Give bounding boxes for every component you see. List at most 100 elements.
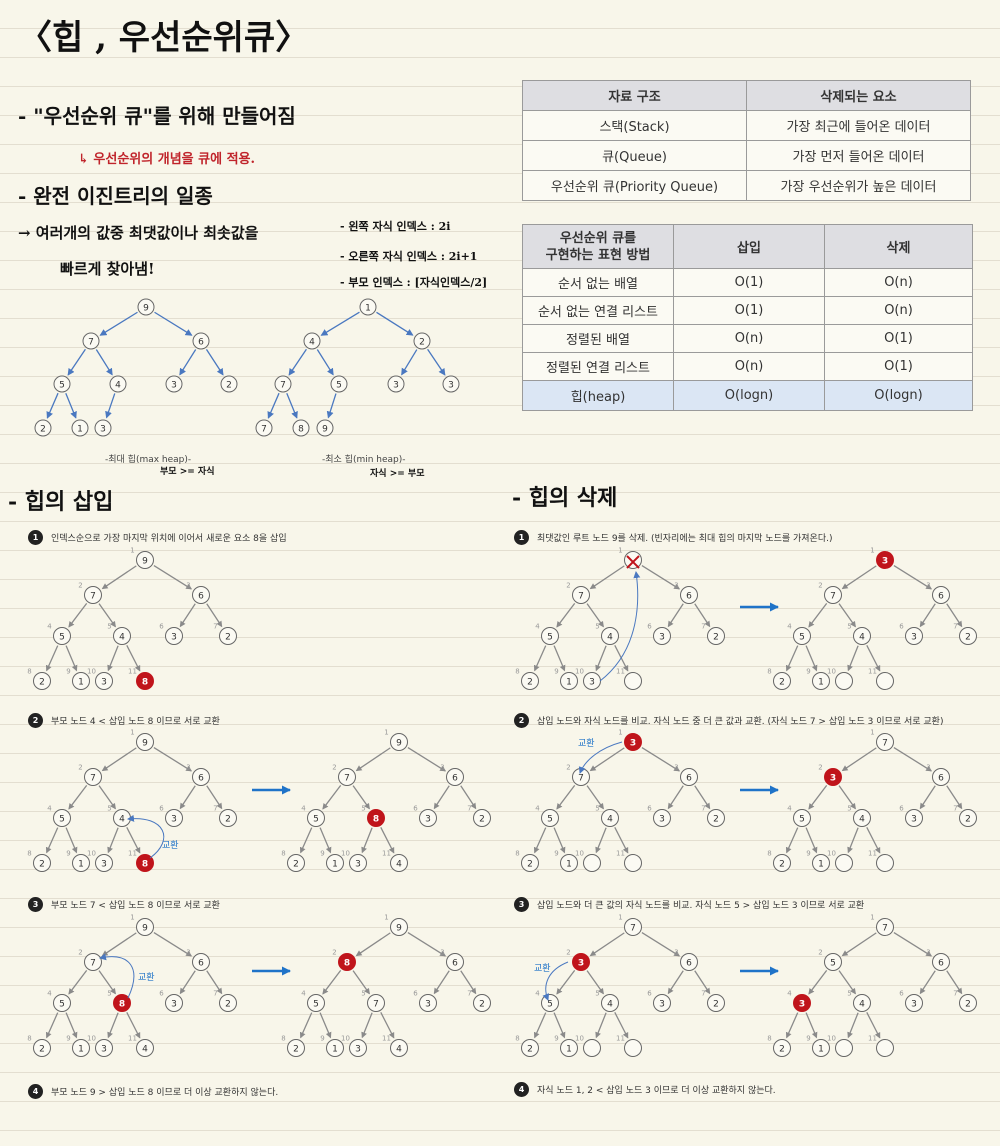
node-value: 4 [859, 1000, 865, 1010]
tree-node [109, 375, 127, 393]
tree-node [905, 994, 923, 1012]
tree-node [82, 332, 100, 350]
tree-edge [67, 348, 86, 376]
tree-edge [641, 932, 681, 957]
node-index: 3 [674, 949, 678, 957]
tree-node [541, 627, 559, 645]
tree-node [442, 375, 460, 393]
tree-node [349, 854, 367, 872]
node-value: 5 [799, 815, 805, 825]
tree-node [521, 1039, 539, 1057]
node-index: 9 [554, 850, 558, 858]
step-text: 최댓값인 루트 노드 9를 삭제. (빈자리에는 최대 힙의 마지막 노드를 가… [537, 534, 833, 544]
tree-edge [319, 1012, 332, 1039]
tree-node [349, 1039, 367, 1057]
tree-edge [893, 565, 933, 590]
tree-edge [126, 827, 141, 854]
max-heap-note: 부모 >= 자식 [160, 467, 215, 477]
tree-node [33, 672, 51, 690]
node-index: 5 [595, 990, 599, 998]
node-index: 6 [159, 623, 164, 631]
tree-edge [533, 645, 547, 672]
tree-edge [99, 311, 138, 336]
node-index: 8 [515, 1035, 519, 1043]
node-index: 6 [899, 805, 904, 813]
node-index: 4 [535, 990, 540, 998]
node-index: 7 [213, 623, 217, 631]
highlight-node [793, 994, 811, 1012]
node-value: 4 [859, 815, 865, 825]
tree-edge [352, 970, 370, 995]
node-value: 1 [78, 1045, 84, 1055]
node-value: 1 [78, 678, 84, 688]
node-value: 7 [578, 592, 584, 602]
node-value: 1 [332, 860, 338, 870]
tree-node [773, 1039, 791, 1057]
node-index: 7 [953, 623, 957, 631]
node-index: 4 [47, 623, 52, 631]
node-value: 2 [527, 1045, 533, 1055]
tree-edge [694, 785, 711, 810]
node-index: 10 [827, 850, 836, 858]
node-index: 3 [674, 764, 678, 772]
swap-label: 교환 [534, 962, 551, 974]
node-index: 9 [66, 850, 70, 858]
node-value: 6 [686, 592, 692, 602]
tree-edge [946, 785, 963, 810]
tree-edge [553, 827, 566, 854]
note-find-fast: 빠르게 찾아냄! [60, 260, 155, 278]
node-value: 2 [713, 633, 719, 643]
node-value: 9 [322, 425, 328, 435]
tree-node [601, 809, 619, 827]
node-index: 7 [467, 990, 471, 998]
tree-node [95, 1039, 113, 1057]
tree-edge [101, 932, 137, 957]
node-value: 6 [938, 774, 944, 784]
node-index: 2 [78, 764, 82, 772]
node-value: 1 [332, 1045, 338, 1055]
tree-node [287, 854, 305, 872]
node-value: 4 [119, 633, 125, 643]
tree-node [95, 672, 113, 690]
node-value: 5 [547, 633, 553, 643]
node-index: 6 [159, 990, 164, 998]
node-value: 3 [101, 1045, 107, 1055]
tree-edge [694, 970, 711, 995]
tree-edge [95, 349, 113, 376]
tree-node [33, 1039, 51, 1057]
tree-edge [299, 1012, 313, 1039]
node-value: 6 [198, 338, 204, 348]
table2-cell: O(n) [673, 324, 825, 353]
node-value: 3 [101, 678, 107, 688]
note-complete-binary-tree: - 완전 이진트리의 일종 [18, 184, 213, 208]
tree-edge [667, 970, 684, 995]
tree-edge [376, 311, 414, 336]
node-value: 5 [313, 815, 319, 825]
tree-edge [206, 603, 223, 628]
tree-edge [326, 393, 337, 419]
node-value: 9 [142, 739, 148, 749]
node-value: 8 [142, 678, 148, 688]
tree-edge [586, 785, 604, 810]
node-value: 2 [293, 860, 299, 870]
node-index: 6 [159, 805, 164, 813]
step-number-badge: 1 [514, 530, 529, 545]
table2-cell: O(1) [824, 324, 973, 353]
node-value: 2 [39, 678, 45, 688]
node-value: 4 [859, 633, 865, 643]
node-index: 6 [899, 623, 904, 631]
node-index: 1 [130, 547, 134, 555]
node-index: 7 [701, 990, 705, 998]
tree-node [521, 672, 539, 690]
node-index: 4 [535, 623, 540, 631]
tree-edge [65, 1012, 78, 1039]
tree-edge [126, 1012, 141, 1039]
swap-label: 교환 [138, 971, 155, 983]
node-index: 11 [128, 850, 137, 858]
tree-edge [589, 932, 625, 957]
node-value: 2 [527, 678, 533, 688]
step-text: 부모 노드 7 < 삽입 노드 8 이므로 서로 교환 [51, 901, 220, 911]
node-index: 5 [107, 623, 111, 631]
